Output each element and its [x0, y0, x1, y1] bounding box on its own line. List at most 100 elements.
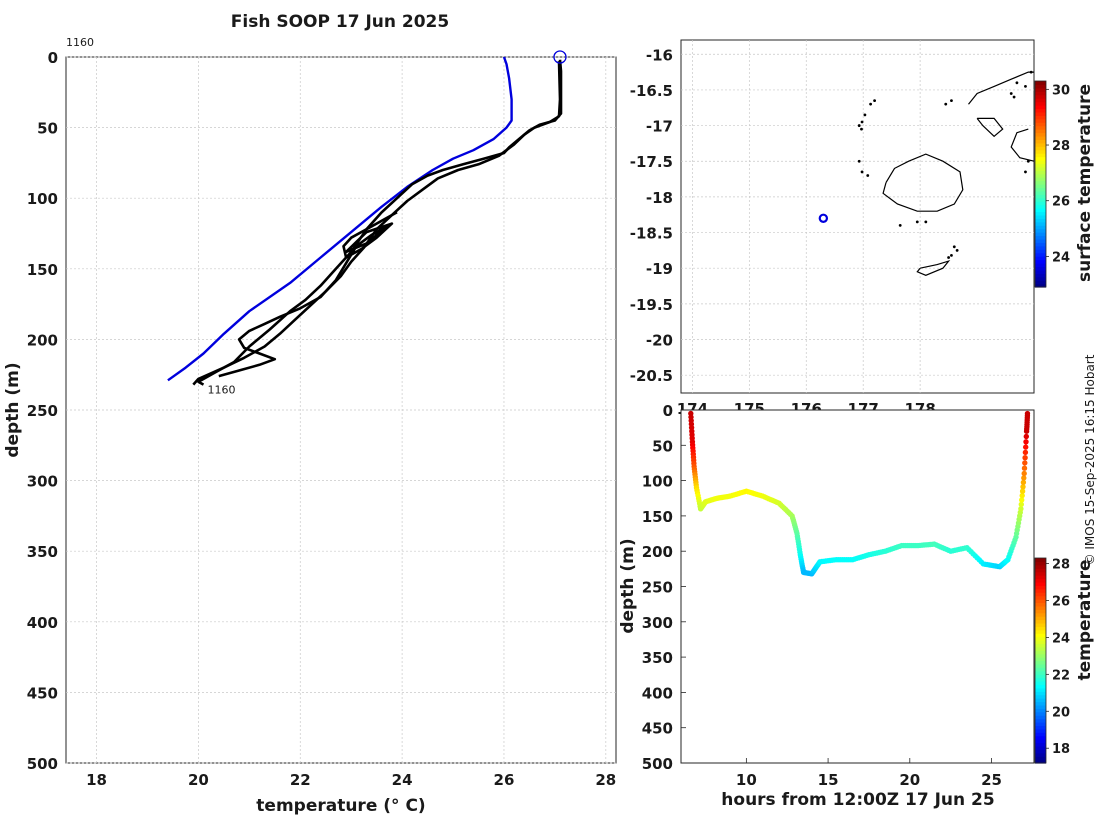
surface-temperature-colorbar-tick-label: 28 [1052, 139, 1070, 154]
map-latitude-tick-label: -19 [646, 260, 673, 278]
surface-temperature-colorbar-swatch [1035, 242, 1046, 247]
track-point [1021, 470, 1027, 477]
temperature-colorbar-swatch [1035, 561, 1046, 566]
temperature-colorbar-swatch [1035, 681, 1046, 686]
surface-temperature-colorbar-frame [1034, 80, 1047, 288]
temperature-colorbar-swatch [1035, 691, 1046, 696]
surface-temperature-colorbar-swatch [1035, 132, 1046, 137]
surface-temperature-colorbar-swatch [1035, 208, 1046, 213]
temperature-colorbar-swatch [1035, 592, 1046, 597]
temperature-colorbar-tick-label: 24 [1052, 631, 1070, 646]
island-dot [866, 174, 870, 177]
track-point [1019, 497, 1025, 503]
profile-x-tick-label: 22 [290, 771, 311, 789]
profile-x-tick-label: 26 [494, 771, 515, 789]
surface-temperature-colorbar-swatch [1035, 159, 1046, 164]
surface-temperature-colorbar-swatch [1035, 276, 1046, 281]
track-x-tick-label: 10 [736, 771, 757, 789]
coastline [968, 71, 1034, 105]
profile-y-tick-label: 150 [27, 261, 58, 279]
surface-temperature-colorbar-swatch [1035, 98, 1046, 103]
profile-x-tick-label: 18 [86, 771, 107, 789]
map-latitude-tick-label: -16.5 [630, 82, 673, 100]
temperature-colorbar-swatch [1035, 667, 1046, 672]
island-dot [1024, 170, 1027, 174]
temperature-colorbar-frame [1034, 557, 1047, 764]
temperature-colorbar-swatch [1035, 558, 1046, 563]
surface-temperature-colorbar-swatch [1035, 122, 1046, 127]
surface-temperature-colorbar-swatch [1035, 139, 1046, 144]
island-dot [873, 99, 876, 103]
map-latitude-tick-label: -18 [646, 189, 673, 207]
island-dot [857, 124, 861, 127]
island-dot [898, 224, 902, 227]
surface-temperature-colorbar-swatch [1035, 262, 1046, 267]
surface-temperature-colorbar-swatch [1035, 197, 1046, 202]
temperature-colorbar-swatch [1035, 728, 1046, 733]
temperature-colorbar-swatch [1035, 636, 1046, 641]
temperature-colorbar-tick-label: 20 [1052, 705, 1070, 720]
temperature-colorbar-swatch [1035, 715, 1046, 720]
profile-y-tick-label: 50 [37, 120, 58, 138]
surface-temperature-colorbar-swatch [1035, 153, 1046, 158]
profile-y-tick-label: 300 [27, 473, 58, 491]
surface-temperature-colorbar-swatch [1035, 269, 1046, 274]
track-point [1024, 410, 1031, 417]
map-latitude-tick-label: -19.5 [630, 296, 673, 314]
temperature-colorbar-swatch [1035, 646, 1046, 651]
surface-temperature-colorbar-swatch [1035, 204, 1046, 209]
surface-temperature-colorbar-swatch [1035, 177, 1046, 182]
track-y-tick-label: 300 [642, 614, 673, 632]
island-dot [860, 170, 864, 174]
surface-temperature-colorbar-swatch [1035, 156, 1046, 161]
chart-title: Fish SOOP 17 Jun 2025 [231, 12, 449, 32]
track-y-tick-label: 100 [642, 473, 673, 491]
temperature-colorbar-swatch [1035, 612, 1046, 617]
profile-x-tick-label: 28 [595, 771, 616, 789]
map-latitude-tick-label: -16 [646, 46, 673, 64]
island-dot [869, 102, 872, 106]
temperature-colorbar-swatch [1035, 722, 1046, 727]
temperature-colorbar-tick-label: 28 [1052, 558, 1070, 573]
surface-temperature-colorbar-swatch [1035, 125, 1046, 130]
surface-temperature-colorbar-swatch [1035, 266, 1046, 271]
surface-temperature-colorbar-swatch [1035, 201, 1046, 206]
imos-credit: © IMOS 15-Sep-2025 16:15 Hobart [1083, 354, 1097, 565]
surface-temperature-colorbar-swatch [1035, 232, 1046, 237]
track-point [1022, 460, 1028, 466]
temperature-colorbar-swatch [1035, 756, 1046, 761]
temperature-colorbar-tick-label: 26 [1052, 594, 1070, 609]
temperature-colorbar-swatch [1035, 619, 1046, 624]
temperature-colorbar-swatch [1035, 568, 1046, 573]
surface-temperature-colorbar-swatch [1035, 111, 1046, 116]
track-x-tick-label: 25 [981, 771, 1002, 789]
temperature-colorbar-swatch [1035, 752, 1046, 757]
track-y-tick-label: 150 [642, 508, 673, 526]
surface-temperature-colorbar-swatch [1035, 194, 1046, 199]
track-x-axis-label: hours from 12:00Z 17 Jun 25 [721, 790, 994, 810]
map-latitude-tick-label: -20 [646, 332, 673, 350]
temperature-colorbar-swatch [1035, 609, 1046, 614]
surface-temperature-colorbar-swatch [1035, 142, 1046, 147]
coastline [976, 117, 1004, 138]
temperature-colorbar-swatch [1035, 622, 1046, 627]
temperature-colorbar-swatch [1035, 643, 1046, 648]
island-dot [915, 220, 919, 224]
surface-temperature-colorbar-swatch [1035, 81, 1046, 86]
temperature-colorbar-swatch [1035, 670, 1046, 675]
island-dot [857, 159, 861, 163]
surface-temperature-colorbar-swatch [1035, 129, 1046, 134]
surface-temperature-colorbar-swatch [1035, 283, 1046, 288]
surface-temperature-colorbar-swatch [1035, 84, 1046, 89]
surface-temperature-colorbar-tick-label: 24 [1052, 250, 1070, 265]
island-dot [955, 248, 959, 252]
profile-x-tick-label: 20 [188, 771, 209, 789]
map-plot-area [680, 39, 1035, 394]
temperature-colorbar-swatch [1035, 704, 1046, 709]
surface-temperature-colorbar-swatch [1035, 170, 1046, 175]
surface-temperature-colorbar-swatch [1035, 259, 1046, 264]
surface-temperature-colorbar-label: surface temperature [1075, 84, 1095, 282]
temperature-colorbar-swatch [1035, 718, 1046, 723]
